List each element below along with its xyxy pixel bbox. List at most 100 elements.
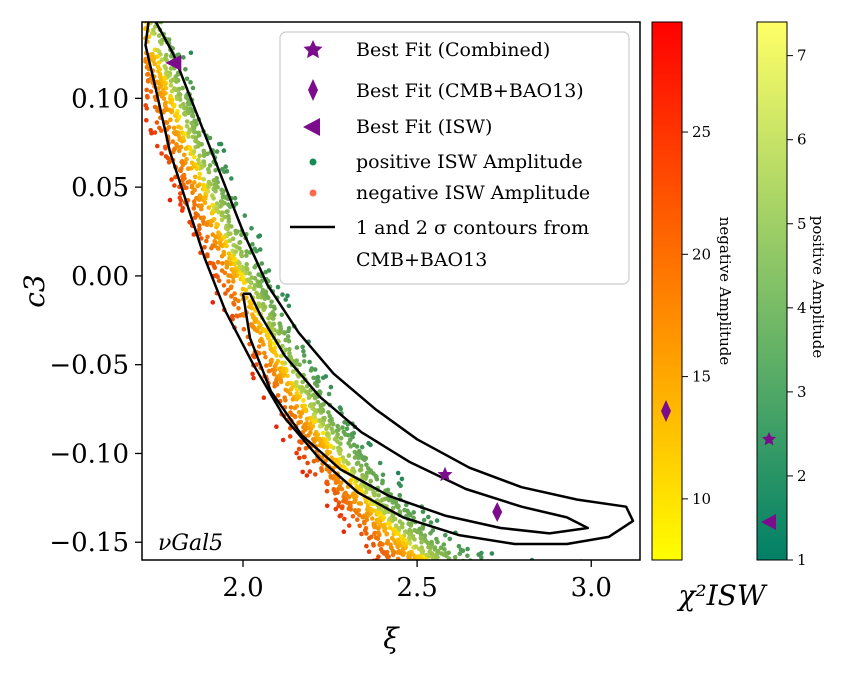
scatter-point — [192, 149, 197, 154]
scatter-point — [224, 224, 229, 229]
scatter-point — [456, 568, 461, 573]
scatter-point — [517, 583, 522, 588]
scatter-point — [457, 574, 462, 579]
scatter-point — [165, 70, 170, 75]
scatter-point — [444, 576, 449, 581]
scatter-point — [503, 646, 508, 651]
scatter-point — [555, 591, 560, 596]
scatter-point — [400, 525, 405, 530]
scatter-point — [270, 348, 275, 353]
scatter-point — [345, 493, 350, 498]
scatter-point — [492, 588, 497, 593]
scatter-point — [561, 607, 566, 612]
scatter-point — [468, 585, 473, 590]
x-tick-label: 2.5 — [396, 573, 437, 603]
scatter-point — [189, 51, 194, 56]
scatter-point — [525, 569, 530, 574]
scatter-point — [488, 617, 493, 622]
scatter-point — [211, 300, 216, 305]
scatter-point — [577, 614, 582, 619]
scatter-point — [550, 602, 555, 607]
scatter-point — [535, 601, 540, 606]
scatter-point — [492, 571, 497, 576]
scatter-point — [502, 605, 507, 610]
scatter-point — [395, 565, 400, 570]
scatter-point — [485, 616, 490, 621]
scatter-point — [162, 83, 167, 88]
scatter-point — [458, 592, 463, 597]
scatter-point — [306, 391, 311, 396]
scatter-point — [149, 6, 154, 11]
scatter-point — [482, 608, 487, 613]
scatter-point — [476, 581, 481, 586]
scatter-point — [553, 631, 558, 636]
scatter-point — [239, 272, 244, 277]
scatter-point — [560, 601, 565, 606]
scatter-point — [342, 517, 347, 522]
scatter-point — [462, 574, 467, 579]
scatter-point — [192, 155, 197, 160]
scatter-point — [274, 379, 279, 384]
scatter-point — [506, 600, 511, 605]
scatter-point — [479, 592, 484, 597]
scatter-point — [522, 610, 527, 615]
scatter-point — [202, 195, 207, 200]
scatter-point — [222, 252, 227, 257]
scatter-point — [486, 574, 491, 579]
scatter-point — [551, 596, 556, 601]
scatter-point — [294, 451, 299, 456]
scatter-point — [523, 632, 528, 637]
scatter-point — [352, 493, 357, 498]
scatter-point — [371, 543, 376, 548]
scatter-point — [496, 605, 501, 610]
scatter-point — [283, 338, 288, 343]
scatter-point — [224, 244, 229, 249]
scatter-point — [507, 626, 512, 631]
scatter-point — [208, 136, 213, 141]
scatter-point — [320, 444, 325, 449]
scatter-point — [414, 544, 419, 549]
scatter-point — [193, 175, 198, 180]
scatter-point — [551, 632, 556, 637]
scatter-point — [554, 594, 559, 599]
scatter-point — [574, 628, 579, 633]
scatter-point — [583, 618, 588, 623]
scatter-point — [547, 595, 552, 600]
scatter-point — [472, 592, 477, 597]
scatter-point — [519, 596, 524, 601]
scatter-point — [178, 92, 183, 97]
scatter-point — [453, 570, 458, 575]
scatter-point — [215, 149, 220, 154]
scatter-point — [157, 67, 162, 72]
scatter-point — [463, 591, 468, 596]
scatter-point — [169, 83, 174, 88]
scatter-point — [196, 131, 201, 136]
scatter-point — [442, 547, 447, 552]
scatter-point — [561, 587, 566, 592]
scatter-point — [483, 605, 488, 610]
scatter-point — [219, 243, 224, 248]
scatter-point — [262, 351, 267, 356]
scatter-point — [489, 602, 494, 607]
scatter-point — [490, 610, 495, 615]
scatter-point — [148, 13, 153, 18]
scatter-point — [489, 565, 494, 570]
scatter-point — [498, 615, 503, 620]
scatter-point — [492, 599, 497, 604]
scatter-point — [507, 582, 512, 587]
scatter-point — [443, 533, 448, 538]
scatter-point — [535, 619, 540, 624]
scatter-point — [338, 484, 343, 489]
scatter-point — [487, 591, 492, 596]
scatter-point — [500, 580, 505, 585]
scatter-point — [491, 600, 496, 605]
scatter-point — [400, 477, 405, 482]
scatter-point — [334, 480, 339, 485]
scatter-point — [163, 64, 168, 69]
scatter-point — [336, 427, 341, 432]
scatter-point — [532, 620, 537, 625]
scatter-point — [456, 575, 461, 580]
scatter-point — [458, 580, 463, 585]
scatter-point — [501, 598, 506, 603]
scatter-point — [487, 609, 492, 614]
